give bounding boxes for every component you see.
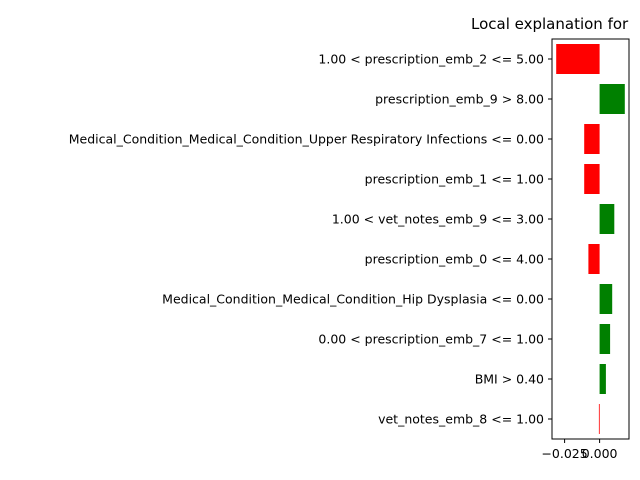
bar-5 [599,204,615,234]
bar-10 [598,404,600,434]
bar-6 [588,244,600,274]
y-tick-label-8: 0.00 < prescription_emb_7 <= 1.00 [318,332,544,347]
y-tick-label-6: prescription_emb_0 <= 4.00 [365,252,544,267]
y-tick-label-3: Medical_Condition_Medical_Condition_Uppe… [69,132,544,147]
y-tick-label-10: vet_notes_emb_8 <= 1.00 [378,412,544,427]
bar-8 [599,324,611,354]
y-tick-label-2: prescription_emb_9 > 8.00 [375,92,544,107]
bar-4 [584,164,600,194]
y-tick-label-1: 1.00 < prescription_emb_2 <= 5.00 [318,52,544,67]
x-tick-label-1: −0.025 [541,446,587,461]
axes-frame [551,38,630,440]
y-tick-label-9: BMI > 0.40 [475,372,544,387]
bar-9 [599,364,606,394]
y-tick-label-7: Medical_Condition_Medical_Condition_Hip … [162,292,544,307]
bar-7 [599,284,613,314]
bar-3 [584,124,600,154]
y-tick-label-4: prescription_emb_1 <= 1.00 [365,172,544,187]
bar-2 [599,84,625,114]
chart-title: Local explanation for [471,15,629,33]
y-tick-label-5: 1.00 < vet_notes_emb_9 <= 3.00 [332,212,544,227]
bar-1 [556,44,600,74]
x-tick-label-2: 0.000 [582,446,618,461]
